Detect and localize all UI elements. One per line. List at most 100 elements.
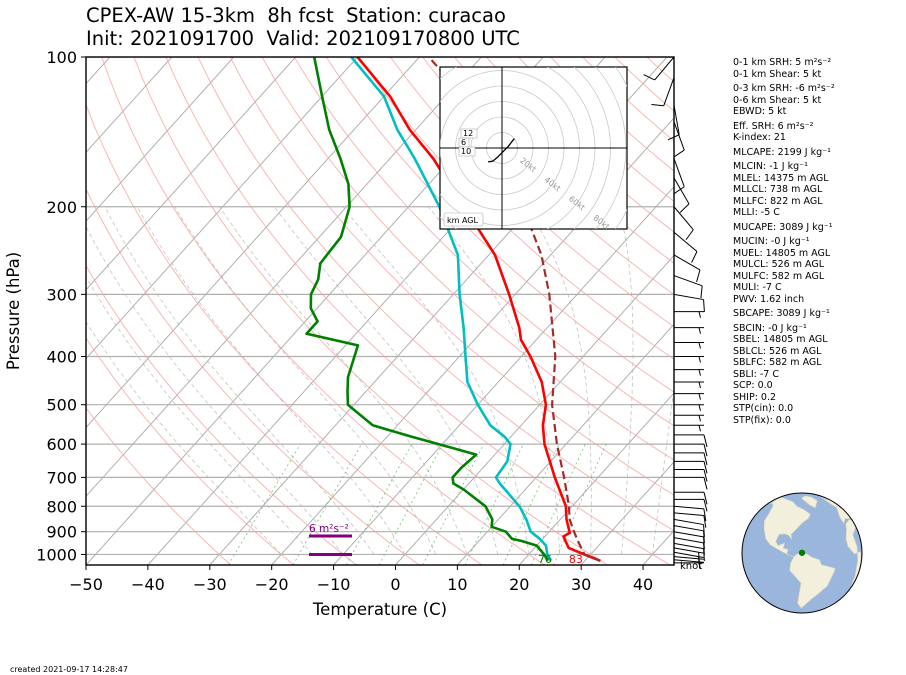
hodograph-height-box bbox=[458, 146, 476, 157]
parameter-line: 0-1 km Shear: 5 kt bbox=[733, 68, 822, 80]
parameter-line: STP(fix): 0.0 bbox=[733, 414, 791, 426]
dry-adiabat bbox=[389, 57, 674, 328]
barb-unit-label: knot bbox=[680, 561, 702, 572]
parameter-line: MLEL: 14375 m AGL bbox=[733, 172, 829, 184]
moist-adiabat bbox=[427, 206, 561, 555]
wind-barb-shaft bbox=[673, 512, 704, 517]
y-tick-label: 900 bbox=[46, 523, 77, 542]
wind-barb bbox=[674, 356, 704, 363]
y-tick-label: 300 bbox=[46, 285, 77, 304]
x-tick-label: −10 bbox=[317, 575, 351, 594]
wind-barb-halfflag bbox=[698, 311, 701, 318]
wind-barb-flag bbox=[651, 103, 664, 107]
x-tick-label: 40 bbox=[633, 575, 653, 594]
parameter-line: SBLCL: 526 m AGL bbox=[733, 345, 822, 357]
hodograph-trace bbox=[488, 138, 515, 163]
x-tick-label: −20 bbox=[255, 575, 289, 594]
wind-barb-flag bbox=[703, 443, 708, 457]
wind-barb bbox=[643, 56, 675, 81]
wind-barb-flag bbox=[696, 269, 701, 282]
moist-adiabat bbox=[86, 225, 344, 555]
y-tick-label: 600 bbox=[46, 435, 77, 454]
wind-barb-halfflag bbox=[698, 327, 701, 334]
isotherm bbox=[395, 254, 674, 565]
srh-label: 6 m²s⁻² bbox=[309, 523, 349, 535]
wind-barb bbox=[674, 342, 704, 349]
hodograph-height-label: 10 bbox=[461, 147, 471, 156]
wind-barb-flag bbox=[703, 508, 707, 522]
isotherm bbox=[86, 57, 296, 291]
wind-barb bbox=[673, 293, 705, 312]
dry-adiabat bbox=[86, 407, 232, 565]
wind-barb bbox=[674, 476, 708, 490]
wind-barb-shaft bbox=[673, 158, 685, 187]
wind-barb-flag bbox=[643, 74, 655, 81]
dry-adiabat bbox=[454, 57, 674, 264]
globe-land bbox=[763, 495, 862, 609]
wind-barb-shaft bbox=[673, 505, 704, 510]
wind-barb bbox=[674, 369, 704, 376]
dry-adiabat bbox=[261, 57, 674, 461]
dry-adiabat bbox=[133, 57, 608, 565]
wind-barb bbox=[667, 105, 680, 141]
wind-barb-flag bbox=[703, 469, 708, 482]
surface-value-label: 83 bbox=[569, 553, 583, 566]
wind-barb bbox=[673, 547, 704, 559]
wind-barb-halfflag bbox=[698, 561, 701, 569]
dry-adiabat bbox=[197, 57, 674, 532]
dry-adiabat bbox=[86, 103, 483, 565]
wind-barb bbox=[674, 452, 708, 466]
mixing-ratio-line bbox=[422, 443, 485, 565]
parameter-line: SBLI: -7 C bbox=[733, 368, 779, 380]
parameter-line: STP(cin): 0.0 bbox=[733, 403, 794, 414]
x-tick-label: −30 bbox=[193, 575, 227, 594]
parameter-line: MULI: -7 C bbox=[733, 282, 782, 293]
wind-barb-shaft bbox=[673, 518, 704, 526]
wind-barb-flag bbox=[679, 203, 690, 213]
y-tick-label: 100 bbox=[46, 48, 77, 67]
series-line-1 bbox=[350, 57, 553, 562]
wind-barb bbox=[674, 404, 704, 411]
wind-barb-halfflag bbox=[698, 356, 701, 363]
isotherm bbox=[86, 57, 420, 429]
wind-barb bbox=[673, 206, 694, 241]
globe-continent bbox=[845, 519, 862, 588]
wind-barb bbox=[674, 491, 708, 505]
y-tick-label: 700 bbox=[46, 468, 77, 487]
moist-adiabat bbox=[652, 385, 674, 555]
x-tick-label: −40 bbox=[131, 575, 165, 594]
wind-barb-flag bbox=[703, 461, 708, 474]
parameter-line: PWV: 1.62 inch bbox=[733, 293, 805, 305]
parameter-line: SBCAPE: 3089 J kg⁻¹ bbox=[733, 308, 830, 319]
x-tick-label: 20 bbox=[509, 575, 529, 594]
wind-barb bbox=[674, 311, 704, 318]
hodograph-height-label: 6 bbox=[461, 138, 466, 147]
wind-barb-flag bbox=[703, 499, 708, 512]
parameter-line: SBCIN: -0 J kg⁻¹ bbox=[733, 322, 807, 334]
moist-adiabat bbox=[86, 320, 282, 555]
parameter-line: K-index: 21 bbox=[733, 132, 786, 143]
x-tick-label: 30 bbox=[571, 575, 591, 594]
moist-adiabat bbox=[274, 206, 499, 555]
wind-barb bbox=[674, 460, 708, 474]
chart-title-line1: CPEX-AW 15-3km 8h fcst Station: curacao bbox=[86, 4, 506, 27]
wind-barb bbox=[673, 518, 705, 537]
mixing-ratio-line bbox=[292, 443, 362, 565]
wind-barb bbox=[673, 505, 707, 522]
dry-adiabat bbox=[422, 57, 674, 296]
y-tick-label: 500 bbox=[46, 396, 77, 415]
globe-outline bbox=[741, 492, 863, 614]
wind-barb bbox=[651, 77, 675, 107]
wind-barb-halfflag bbox=[698, 381, 701, 389]
dry-adiabat bbox=[165, 57, 671, 565]
parameter-line: 0-1 km SRH: 5 m²s⁻² bbox=[733, 57, 832, 68]
wind-barb-shaft bbox=[673, 121, 685, 151]
moist-adiabat bbox=[526, 206, 592, 555]
hodograph-legend-box bbox=[443, 212, 484, 227]
plot-frame bbox=[85, 56, 675, 566]
wind-barb bbox=[673, 254, 701, 282]
wind-barb bbox=[673, 121, 685, 158]
x-tick-label: 10 bbox=[447, 575, 467, 594]
parameter-list: 0-1 km SRH: 5 m²s⁻² 0-1 km Shear: 5 kt 0-3… bbox=[733, 57, 835, 426]
parameter-line: MLCAPE: 2199 J kg⁻¹ bbox=[733, 146, 831, 158]
